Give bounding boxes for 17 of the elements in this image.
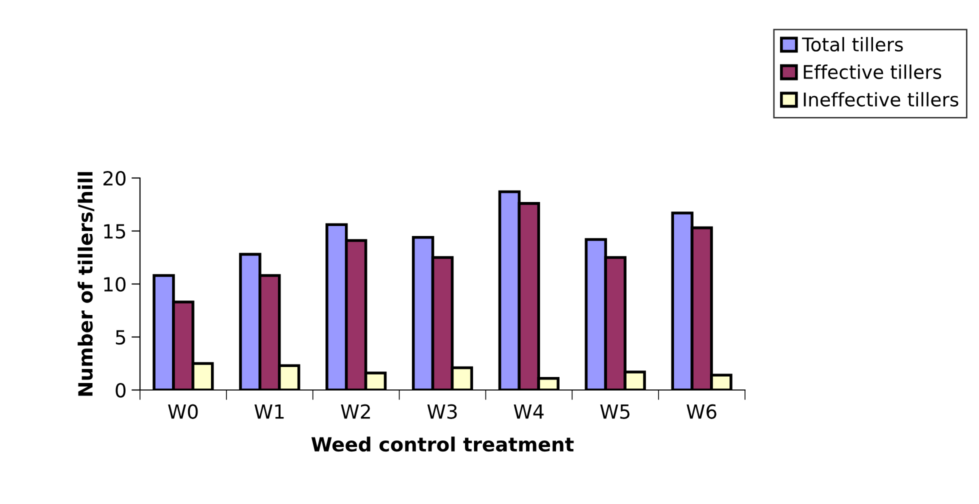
x-tick-label: W5 [600, 404, 630, 419]
x-tick-label: W6 [686, 404, 716, 419]
x-tick-label: W2 [340, 404, 370, 419]
y-tick-label: 10 [104, 276, 126, 292]
x-tick-label: W0 [168, 404, 198, 419]
x-tick-label: W1 [254, 404, 284, 419]
y-axis-title: Number of tillers/hill [78, 172, 94, 396]
x-tick-label: W4 [514, 404, 544, 419]
y-tick-label: 15 [104, 224, 126, 239]
legend-label: Ineffective tillers [804, 92, 958, 107]
y-tick-label: 5 [116, 330, 126, 345]
x-axis-title: Weed control treatment [311, 436, 574, 452]
legend-label: Effective tillers [804, 64, 942, 80]
legend-label: Total tillers [802, 37, 903, 52]
y-tick-label: 0 [116, 382, 126, 398]
y-tick-label: 20 [103, 170, 126, 186]
x-tick-label: W3 [427, 404, 457, 419]
